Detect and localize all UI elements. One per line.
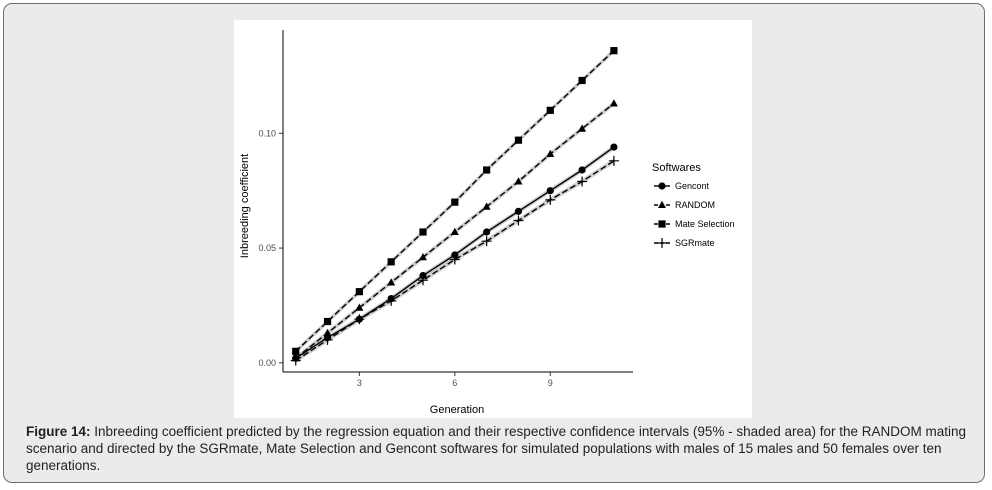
data-point-random — [450, 227, 459, 235]
data-point-mate-selection — [292, 347, 300, 355]
legend-label-gencont: Gencont — [675, 181, 710, 191]
data-point-sgrmate — [386, 295, 397, 306]
y-axis-label: Inbreeding coefficient — [239, 154, 251, 258]
data-point-mate-selection — [355, 288, 363, 296]
legend-label-sgrmate: SGRmate — [675, 238, 715, 248]
axes: 3 6 9 0.00 0.05 0.10 — [258, 30, 633, 388]
data-point-sgrmate — [481, 236, 492, 247]
legend: Softwares Gencont RANDOM Mate Selection SGR… — [652, 162, 735, 248]
data-point-sgrmate — [322, 334, 333, 345]
data-point-random — [355, 303, 364, 311]
data-point-random — [578, 124, 587, 132]
caption-label: Figure 14: — [26, 424, 91, 439]
data-point-gencont — [483, 228, 491, 236]
series-line-sgrmate — [295, 160, 615, 362]
x-axis-label: Generation — [430, 404, 484, 416]
data-point-gencont — [514, 207, 523, 215]
data-point-random — [419, 253, 427, 261]
data-point-mate-selection — [514, 136, 523, 144]
series-markers — [290, 47, 619, 366]
data-point-sgrmate — [545, 194, 556, 205]
y-tick-label: 0.05 — [258, 243, 276, 253]
legend-label-random: RANDOM — [675, 200, 715, 210]
y-tick-label: 0.00 — [258, 358, 276, 368]
data-point-random — [482, 202, 491, 210]
x-tick-label: 3 — [357, 378, 362, 388]
figure-caption: Figure 14: Inbreeding coefficient predic… — [26, 423, 966, 474]
data-point-sgrmate — [354, 314, 365, 325]
legend-key-marker-mate-selection — [658, 220, 666, 228]
data-point-sgrmate — [418, 275, 428, 286]
data-point-mate-selection — [546, 106, 554, 114]
data-point-gencont — [610, 143, 618, 151]
y-tick-label: 0.10 — [258, 128, 276, 138]
x-tick-label: 9 — [548, 378, 553, 388]
data-point-mate-selection — [578, 76, 586, 85]
data-point-gencont — [546, 187, 554, 195]
legend-key-marker-sgrmate — [657, 238, 667, 248]
data-point-sgrmate — [290, 355, 301, 366]
caption-text: Inbreeding coefficient predicted by the … — [26, 424, 967, 473]
data-point-mate-selection — [483, 166, 491, 174]
legend-label-mate-selection: Mate Selection — [675, 219, 735, 229]
data-point-random — [323, 328, 332, 336]
data-point-mate-selection — [419, 228, 427, 236]
data-point-mate-selection — [610, 47, 618, 55]
data-point-sgrmate — [449, 254, 460, 265]
data-point-random — [609, 99, 618, 107]
data-point-sgrmate — [608, 155, 619, 166]
plot-panel — [234, 20, 752, 418]
data-point-sgrmate — [513, 215, 524, 226]
data-point-mate-selection — [451, 198, 459, 206]
data-point-sgrmate — [577, 176, 588, 187]
legend-title: Softwares — [652, 162, 701, 174]
data-point-mate-selection — [323, 317, 332, 326]
data-point-random — [514, 177, 523, 185]
legend-key-marker-gencont — [658, 182, 666, 190]
data-point-random — [546, 149, 555, 157]
legend-key-marker-random — [658, 200, 666, 208]
data-point-random — [387, 278, 396, 286]
x-tick-label: 6 — [452, 378, 457, 388]
data-point-gencont — [578, 166, 586, 174]
data-point-mate-selection — [387, 258, 395, 266]
